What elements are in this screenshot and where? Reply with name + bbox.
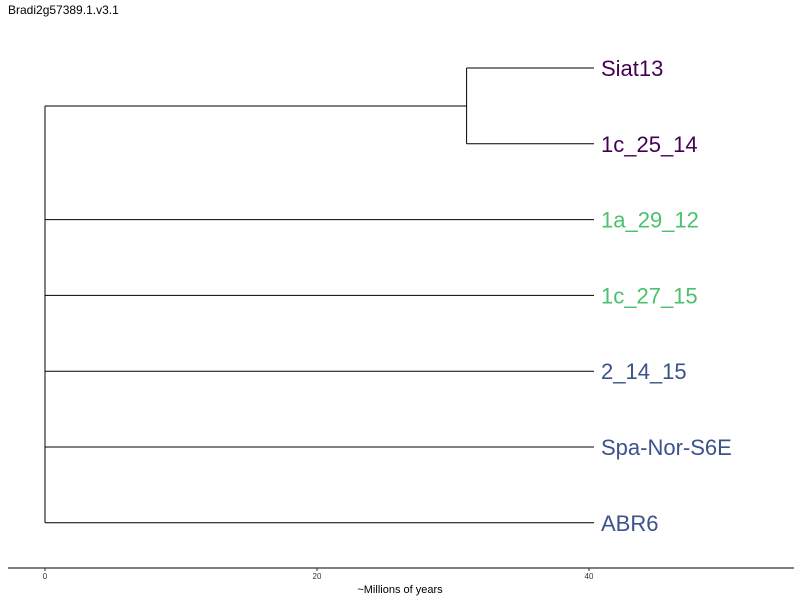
tip-label: 2_14_15 bbox=[601, 359, 687, 384]
tip-label: 1a_29_12 bbox=[601, 208, 699, 233]
tip-label: Spa-Nor-S6E bbox=[601, 435, 732, 460]
tree-tip-labels: Siat13 1c_25_14 1a_29_12 1c_27_15 2_14_15 Spa… bbox=[601, 56, 732, 536]
tip-label: ABR6 bbox=[601, 511, 658, 536]
axis-tick-label: 20 bbox=[313, 572, 322, 581]
axis-tick-label: 0 bbox=[43, 572, 48, 581]
tree-title: Bradi2g57389.1.v3.1 bbox=[8, 3, 119, 17]
tip-label: 1c_25_14 bbox=[601, 132, 698, 157]
time-axis: 0 20 40 bbox=[8, 567, 794, 581]
axis-tick-label: 40 bbox=[585, 572, 594, 581]
tip-label: Siat13 bbox=[601, 56, 663, 81]
tree-branches bbox=[44, 67, 594, 524]
tip-label: 1c_27_15 bbox=[601, 283, 698, 308]
axis-label: ~Millions of years bbox=[357, 584, 443, 596]
